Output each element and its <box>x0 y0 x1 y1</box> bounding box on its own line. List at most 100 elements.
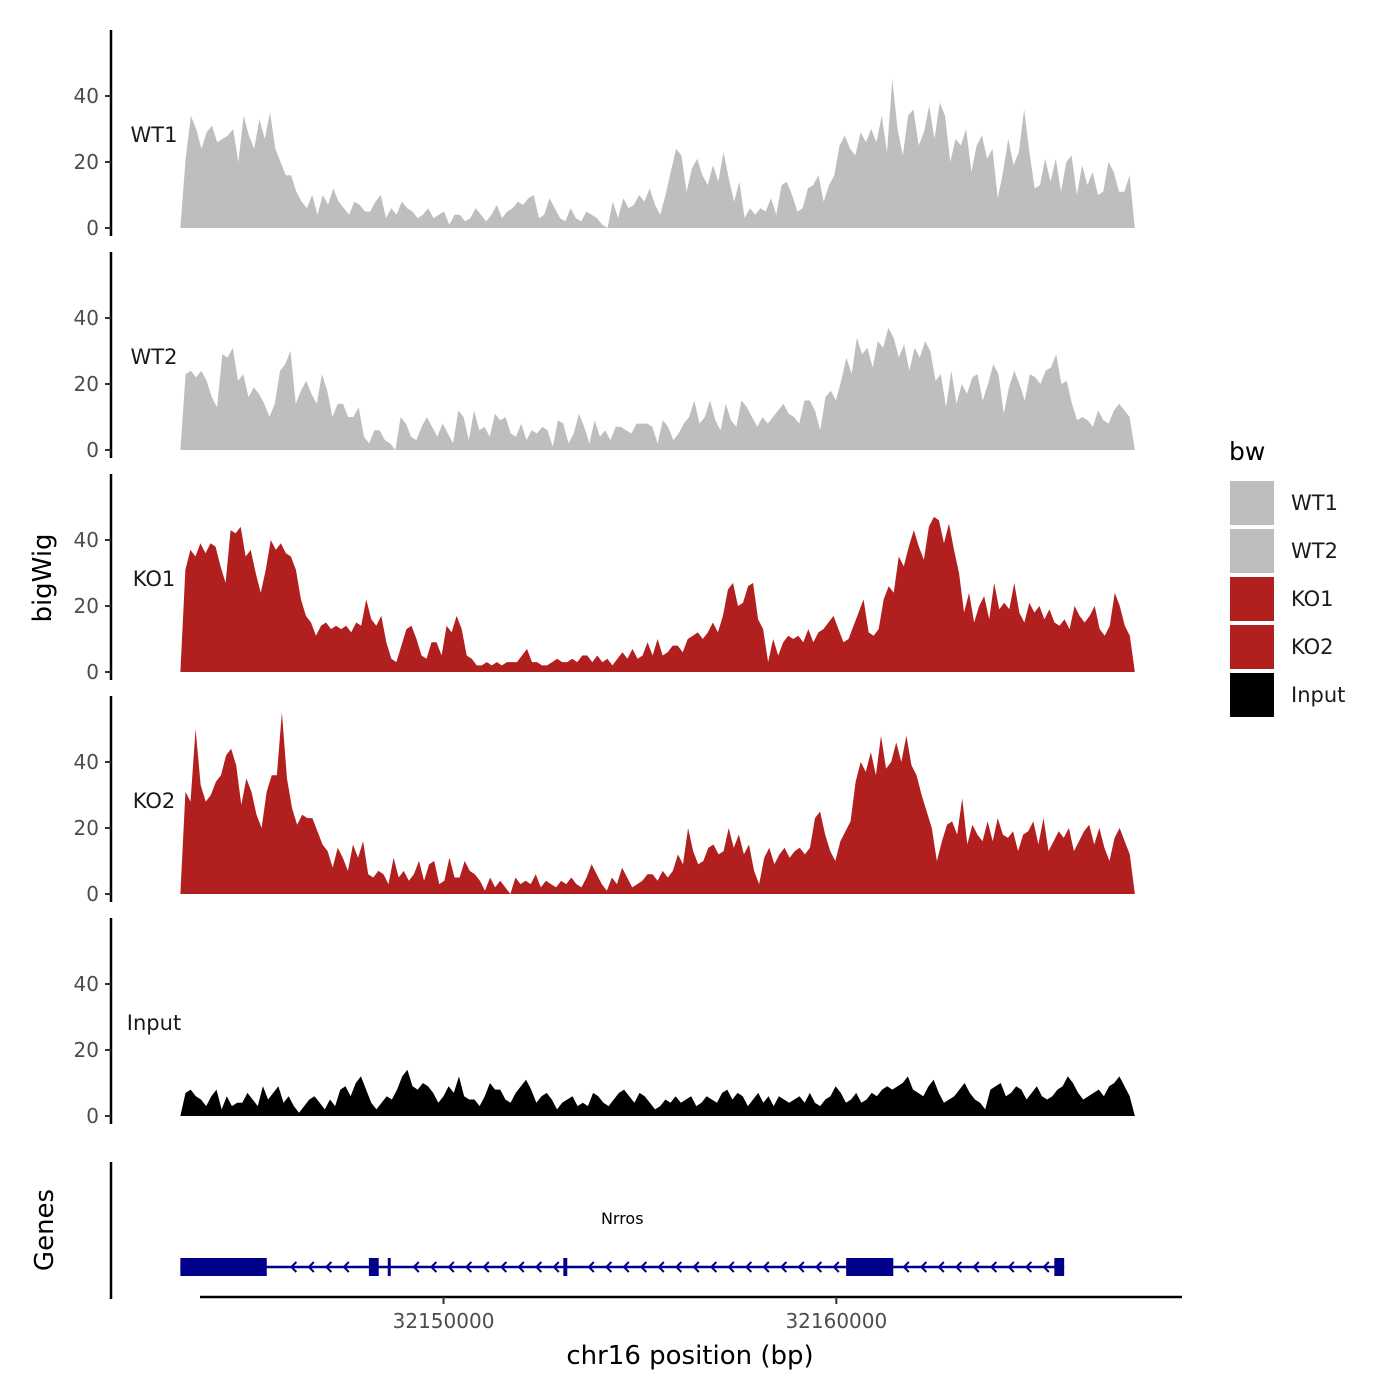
y-tick-label: 40 <box>74 84 99 108</box>
strand-arrow <box>482 1261 490 1273</box>
x-tick-label: 32150000 <box>393 1309 495 1333</box>
legend-entry-ko2: KO2 <box>1230 625 1334 669</box>
strand-arrow <box>639 1261 648 1273</box>
y-tick-label: 0 <box>86 216 99 240</box>
y-tick-label: 40 <box>74 750 99 774</box>
gene-exon <box>1054 1258 1065 1276</box>
track-panel-ko1: 0 20 40 KO1 <box>74 474 1135 684</box>
strand-arrow <box>412 1261 420 1273</box>
legend-label: WT2 <box>1291 539 1338 563</box>
strand-arrow <box>289 1261 298 1273</box>
gene-track: Genes Nrros <box>30 1162 1065 1299</box>
y-tick-label: 40 <box>74 528 99 552</box>
legend-entry-input: Input <box>1230 673 1345 717</box>
legend-label: KO1 <box>1291 587 1334 611</box>
strand-arrow <box>1024 1261 1033 1273</box>
y-tick-label: 20 <box>74 816 99 840</box>
legend-entry-ko1: KO1 <box>1230 577 1334 621</box>
legend-swatch <box>1230 673 1274 717</box>
gene-exon <box>563 1258 568 1276</box>
y-tick-label: 40 <box>74 306 99 330</box>
strand-arrow <box>447 1261 455 1273</box>
y-tick-label: 0 <box>86 1104 99 1128</box>
signal-area-input <box>180 1069 1135 1116</box>
y-tick-label: 0 <box>86 438 99 462</box>
strand-arrow <box>954 1261 963 1273</box>
strand-arrow <box>534 1261 543 1273</box>
strand-arrow <box>727 1261 735 1273</box>
track-panel-wt2: 0 20 40 WT2 <box>74 252 1135 462</box>
signal-tracks: 0 20 40 WT1 0 20 40 WT2 0 20 40 KO1 0 20 40 KO2 0 20 40 Inp… <box>74 30 1135 1128</box>
strand-arrow <box>342 1261 350 1273</box>
strand-arrow <box>622 1261 630 1273</box>
track-panel-wt1: 0 20 40 WT1 <box>74 30 1135 240</box>
strand-arrow <box>657 1261 665 1273</box>
legend-swatch <box>1230 577 1274 621</box>
signal-area-wt2 <box>180 327 1135 450</box>
strand-arrow <box>674 1261 683 1273</box>
genes-axis-title: Genes <box>30 1189 60 1271</box>
strand-arrow <box>517 1261 525 1273</box>
gene-exon <box>368 1258 379 1276</box>
gene-exon <box>387 1258 391 1276</box>
strand-arrow <box>972 1261 980 1273</box>
strand-arrow <box>499 1261 508 1273</box>
x-axis: chr16 position (bp) 32150000 32160000 <box>200 1295 1182 1371</box>
strand-arrow <box>797 1261 805 1273</box>
strand-arrow <box>464 1261 473 1273</box>
strand-arrow <box>587 1261 595 1273</box>
strand-arrow <box>709 1261 718 1273</box>
y-tick-label: 20 <box>74 1038 99 1062</box>
y-tick-label: 0 <box>86 660 99 684</box>
legend-label: Input <box>1291 683 1345 707</box>
track-label: WT1 <box>131 123 178 147</box>
y-tick-label: 20 <box>74 372 99 396</box>
y-tick-label: 20 <box>74 594 99 618</box>
strand-arrow <box>779 1261 788 1273</box>
track-panel-input: 0 20 40 Input <box>74 918 1135 1128</box>
legend-label: WT1 <box>1291 491 1338 515</box>
strand-arrow <box>902 1261 910 1273</box>
gene-model: Nrros <box>180 1209 1065 1276</box>
x-axis-title: chr16 position (bp) <box>566 1341 813 1371</box>
gene-exon <box>846 1258 894 1276</box>
strand-arrow <box>832 1261 840 1273</box>
y-tick-label: 0 <box>86 882 99 906</box>
strand-arrow <box>919 1261 928 1273</box>
strand-arrow <box>692 1261 700 1273</box>
track-label: KO2 <box>133 789 176 813</box>
legend-label: KO2 <box>1291 635 1334 659</box>
signal-area-ko1 <box>180 516 1135 672</box>
legend-swatch <box>1230 481 1274 525</box>
legend-title: bw <box>1229 437 1265 466</box>
y-tick-label: 40 <box>74 972 99 996</box>
strand-arrow <box>429 1261 438 1273</box>
y-axis-title: bigWig <box>28 533 58 622</box>
track-label: WT2 <box>131 345 178 369</box>
legend-swatch <box>1230 625 1274 669</box>
strand-arrow <box>762 1261 770 1273</box>
legend-entry-wt2: WT2 <box>1230 529 1338 573</box>
track-panel-ko2: 0 20 40 KO2 <box>74 696 1135 906</box>
strand-arrow <box>324 1261 333 1273</box>
strand-arrow <box>1042 1261 1050 1273</box>
strand-arrow <box>937 1261 945 1273</box>
signal-area-wt1 <box>180 79 1135 228</box>
strand-arrow <box>989 1261 998 1273</box>
strand-arrow <box>814 1261 823 1273</box>
x-tick-label: 32160000 <box>785 1309 887 1333</box>
strand-arrow <box>604 1261 613 1273</box>
legend: bw WT1 WT2 KO1 KO2 Input <box>1229 437 1345 717</box>
strand-arrow <box>744 1261 753 1273</box>
track-label: Input <box>127 1011 181 1035</box>
signal-area-ko2 <box>180 712 1135 894</box>
gene-exon <box>180 1258 267 1276</box>
strand-arrow <box>1007 1261 1015 1273</box>
track-label: KO1 <box>133 567 176 591</box>
gene-name-label: Nrros <box>601 1209 644 1228</box>
y-tick-label: 20 <box>74 150 99 174</box>
legend-entry-wt1: WT1 <box>1230 481 1338 525</box>
legend-swatch <box>1230 529 1274 573</box>
strand-arrow <box>552 1261 560 1273</box>
